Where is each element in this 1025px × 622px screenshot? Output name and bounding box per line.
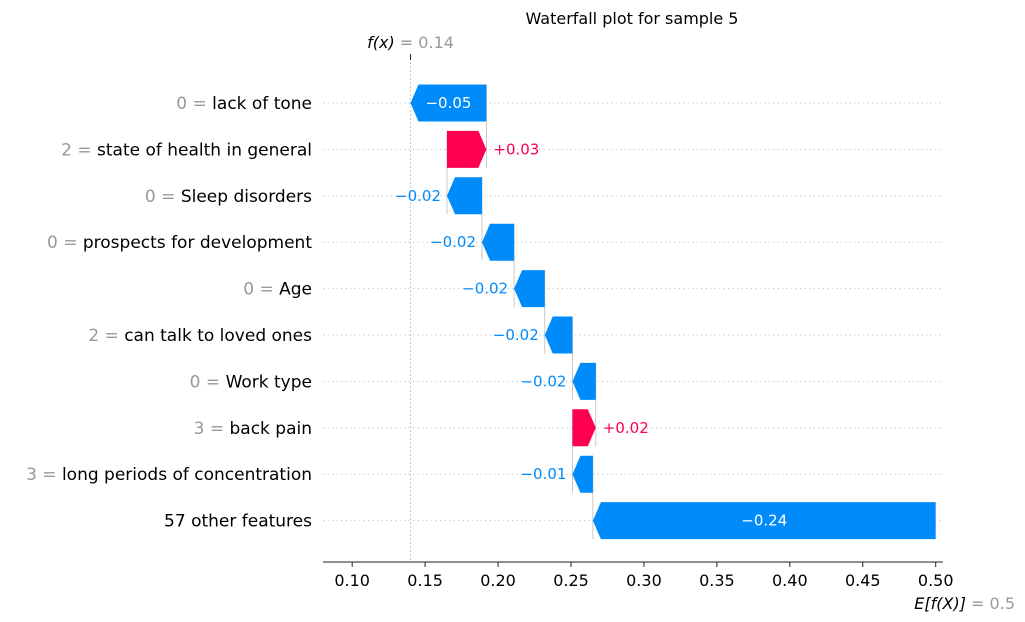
x-tick-label: 0.40 — [772, 571, 808, 590]
feature-value: 0 — [176, 94, 187, 114]
bar-negative — [482, 223, 515, 261]
bar-negative — [544, 316, 573, 354]
base-value-equals: = — [966, 594, 990, 613]
feature-label: 0 = lack of tone — [176, 94, 312, 114]
bar-value-label: −0.01 — [520, 465, 566, 483]
bar-value-label: −0.02 — [520, 372, 566, 390]
feature-name: prospects for development — [83, 233, 312, 253]
feature-name: can talk to loved ones — [124, 326, 312, 346]
bar-value-label: +0.03 — [493, 140, 539, 158]
bars: −0.05 +0.03 −0.02 −0.02 −0.02 −0.02 −0.02 +0.02… — [395, 84, 936, 540]
row-gridlines — [323, 102, 943, 522]
bar-value-label: −0.24 — [741, 512, 787, 530]
x-tick-label: 0.15 — [407, 571, 443, 590]
equals-sign: = — [201, 372, 226, 392]
bar-negative — [447, 177, 483, 215]
equals-sign: = — [156, 187, 181, 207]
equals-sign: = — [58, 233, 83, 253]
feature-value: 2 — [61, 140, 72, 160]
bar-negative — [592, 502, 936, 540]
x-tick-label: 0.50 — [918, 571, 954, 590]
feature-name: long periods of concentration — [62, 465, 312, 485]
feature-name: Sleep disorders — [181, 187, 312, 207]
x-tick-label: 0.30 — [626, 571, 662, 590]
bar-value-label: −0.02 — [395, 187, 441, 205]
bar-positive — [572, 409, 596, 447]
feature-value: 0 — [47, 233, 58, 253]
feature-label: 0 = prospects for development — [47, 233, 312, 253]
feature-value: 3 — [194, 419, 205, 439]
output-value-text: f(x) = 0.14 — [367, 33, 454, 52]
feature-value: 0 — [145, 187, 156, 207]
feature-label: 3 = back pain — [194, 419, 312, 439]
feature-name: 57 other features — [164, 512, 312, 532]
output-value-number: 0.14 — [418, 33, 454, 52]
bar-value-label: −0.02 — [462, 280, 508, 298]
feature-label: 0 = Sleep disorders — [145, 187, 312, 207]
equals-sign: = — [204, 419, 229, 439]
feature-label: 0 = Work type — [190, 372, 312, 392]
bar-value-label: −0.05 — [425, 94, 471, 112]
bar-negative — [514, 270, 545, 308]
chart-title: Waterfall plot for sample 5 — [526, 9, 739, 28]
bar-positive — [447, 130, 487, 168]
bar-value-label: +0.02 — [603, 419, 649, 437]
equals-sign: = — [72, 140, 97, 160]
output-value-annotation: f(x) = 0.14 — [367, 33, 454, 60]
equals-sign: = — [254, 280, 279, 300]
output-value-name: f(x) — [367, 33, 395, 52]
feature-name: Age — [279, 280, 312, 300]
feature-name: Work type — [226, 372, 312, 392]
equals-sign: = — [187, 94, 212, 114]
feature-name: lack of tone — [212, 94, 312, 114]
bar-value-label: −0.02 — [493, 326, 539, 344]
feature-label: 2 = state of health in general — [61, 140, 312, 160]
bar-negative — [410, 84, 487, 122]
feature-label: 2 = can talk to loved ones — [88, 326, 312, 346]
feature-name: state of health in general — [97, 140, 312, 160]
equals-sign: = — [37, 465, 62, 485]
bar-negative — [572, 455, 593, 493]
connector-lines — [410, 58, 597, 562]
base-value-text: E[f(X)] = 0.5 — [914, 594, 1015, 613]
base-value-annotation: E[f(X)] = 0.5 — [914, 594, 1015, 613]
x-tick-label: 0.10 — [334, 571, 370, 590]
feature-name: back pain — [229, 419, 312, 439]
feature-value: 0 — [243, 280, 254, 300]
feature-label: 0 = Age — [243, 280, 312, 300]
x-axis: 0.10 0.15 0.20 0.25 0.30 0.35 0.40 0.45 0.50 — [323, 561, 954, 590]
bar-negative — [572, 362, 596, 400]
base-value-name: E[f(X)] — [914, 594, 966, 613]
equals-sign: = — [99, 326, 124, 346]
feature-label: 3 = long periods of concentration — [26, 465, 312, 485]
feature-value: 3 — [26, 465, 37, 485]
feature-label: 57 other features — [164, 512, 312, 532]
bar-value-label: −0.02 — [430, 233, 476, 251]
base-value-number: 0.5 — [990, 594, 1015, 613]
feature-value: 0 — [190, 372, 201, 392]
feature-labels: 0 = lack of tone 2 = state of health in g… — [26, 94, 312, 532]
x-tick-label: 0.35 — [699, 571, 735, 590]
x-tick-label: 0.25 — [553, 571, 589, 590]
output-value-equals: = — [395, 33, 419, 52]
x-tick-label: 0.20 — [480, 571, 516, 590]
x-tick-label: 0.45 — [845, 571, 881, 590]
feature-value: 2 — [88, 326, 99, 346]
